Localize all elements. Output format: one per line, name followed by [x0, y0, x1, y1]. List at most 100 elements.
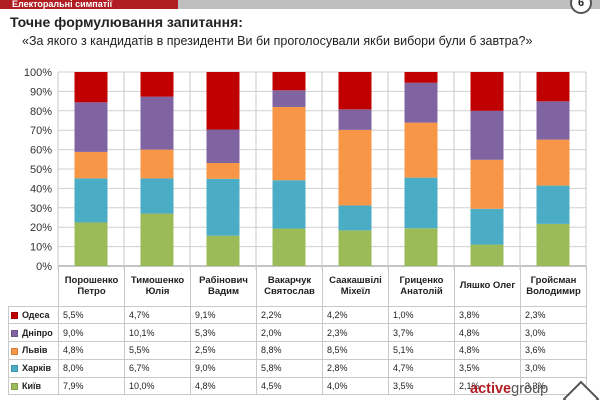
bar-segment	[470, 72, 504, 111]
bar-segment	[206, 178, 240, 236]
data-label: 4,8%	[190, 376, 257, 396]
bar-segment	[536, 72, 570, 102]
candidate-name-line: Гриценко	[399, 274, 444, 286]
bar-segment	[536, 185, 570, 224]
bar-segment	[206, 235, 240, 266]
data-label: 4,8%	[58, 341, 125, 360]
data-label: 2,3%	[520, 305, 587, 325]
data-label: 9,1%	[190, 305, 257, 325]
candidate-name-line: Саакашвілі	[329, 274, 382, 286]
data-label: 9,0%	[58, 323, 125, 343]
table-row: Харків 8,0% 6,7% 9,0% 5,8% 2,8% 4,7% 3,5% 3,0%	[8, 358, 587, 378]
data-label: 8,0%	[58, 358, 125, 378]
bar-segment	[206, 72, 240, 130]
bar-segment	[74, 151, 108, 179]
candidate-name-line: Святослав	[264, 285, 315, 297]
slide-number-badge: 6	[570, 0, 592, 14]
bar-segment	[338, 230, 372, 266]
legend-label: Дніпро	[22, 327, 53, 338]
legend-entry: Одеса	[8, 305, 59, 325]
y-tick-label: 0%	[36, 261, 52, 270]
candidate-label: Гриценко Анатолій	[388, 266, 455, 307]
bar-segment	[470, 208, 504, 245]
bar-segment	[338, 205, 372, 231]
bar-segment	[206, 129, 240, 163]
legend-swatch	[11, 329, 18, 337]
candidate-label: Тимошенко Юлія	[124, 266, 191, 307]
y-tick-label: 60%	[30, 145, 52, 157]
bar-segment	[404, 177, 438, 229]
bar-segment	[140, 96, 174, 150]
data-label: 7,9%	[58, 376, 125, 396]
bar-segment	[140, 178, 174, 214]
bar-segment	[74, 72, 108, 103]
bar-segment	[74, 178, 108, 223]
data-label: 4,8%	[454, 341, 521, 360]
data-label: 6,7%	[124, 358, 191, 378]
bar-segment	[272, 72, 306, 91]
candidate-name-line: Володимир	[526, 285, 581, 297]
candidate-name-line: Вадим	[207, 285, 240, 297]
y-tick-label: 10%	[30, 242, 52, 254]
legend-entry: Львів	[8, 341, 59, 360]
data-label: 2,5%	[190, 341, 257, 360]
y-tick-label: 50%	[30, 164, 52, 176]
data-label: 3,5%	[388, 376, 455, 396]
candidate-name-line: Ляшко Олег	[459, 280, 516, 292]
legend-label: Харків	[22, 363, 52, 374]
bar-segment	[470, 244, 504, 266]
data-label: 2,3%	[322, 323, 389, 343]
candidate-name-line: Анатолій	[400, 285, 443, 297]
data-label: 10,1%	[124, 323, 191, 343]
bar-segment	[404, 122, 438, 178]
bar-segment	[338, 109, 372, 130]
candidate-name-line: Рабінович	[199, 274, 248, 286]
candidate-label: Вакарчук Святослав	[256, 266, 323, 307]
bar-segment	[140, 72, 174, 97]
data-label: 2,0%	[256, 323, 323, 343]
data-label: 5,5%	[124, 341, 191, 360]
stacked-bar-chart: 0% 10% 20% 30% 40% 50% 60% 70% 80% 90% 100%	[24, 67, 587, 270]
bar-segment	[536, 223, 570, 266]
candidate-name-line: Юлія	[145, 285, 170, 297]
data-label: 3,0%	[520, 323, 587, 343]
top-bar: Електоральні симпатії 6	[0, 0, 600, 14]
table-row: Львів 4,8% 5,5% 2,5% 8,8% 8,5% 5,1% 4,8% 3,6%	[8, 341, 587, 360]
data-label: 1,0%	[388, 305, 455, 325]
y-tick-label: 90%	[30, 86, 52, 98]
question-text: «За якого з кандидатів в президенти Ви б…	[22, 34, 533, 48]
bar-segment	[140, 149, 174, 179]
data-label: 4,0%	[322, 376, 389, 396]
bar-segment	[206, 162, 240, 179]
bar-segment	[536, 101, 570, 140]
bar-segment	[338, 129, 372, 206]
bar-segment	[404, 228, 438, 266]
data-label: 5,3%	[190, 323, 257, 343]
data-label: 2,8%	[322, 358, 389, 378]
data-label: 4,5%	[256, 376, 323, 396]
candidate-label: Ляшко Олег	[454, 266, 521, 307]
data-label: 2,2%	[256, 305, 323, 325]
legend-label: Одеса	[22, 309, 50, 320]
data-label: 4,8%	[454, 323, 521, 343]
data-label: 4,7%	[388, 358, 455, 378]
y-tick-label: 80%	[30, 106, 52, 118]
data-label: 8,5%	[322, 341, 389, 360]
table-row: Одеса 5,5% 4,7% 9,1% 2,2% 4,2% 1,0% 3,8% 2,3%	[8, 305, 587, 325]
data-label: 3,8%	[454, 305, 521, 325]
table-row: Дніпро 9,0% 10,1% 5,3% 2,0% 2,3% 3,7% 4,8% 3,0%	[8, 323, 587, 343]
candidate-label: Гройсман Володимир	[520, 266, 587, 307]
candidate-label: Рабінович Вадим	[190, 266, 257, 307]
bar-segment	[140, 213, 174, 266]
bar-segment	[338, 72, 372, 110]
data-label: 3,6%	[520, 341, 587, 360]
question-label: Точне формулювання запитання:	[10, 14, 243, 30]
data-label: 10,0%	[124, 376, 191, 396]
bar-segment	[470, 159, 504, 209]
legend-entry: Харків	[8, 358, 59, 378]
data-label: 8,8%	[256, 341, 323, 360]
legend-swatch	[11, 383, 18, 391]
y-tick-label: 40%	[30, 183, 52, 195]
legend-label: Львів	[22, 345, 48, 356]
y-tick-label: 30%	[30, 203, 52, 215]
